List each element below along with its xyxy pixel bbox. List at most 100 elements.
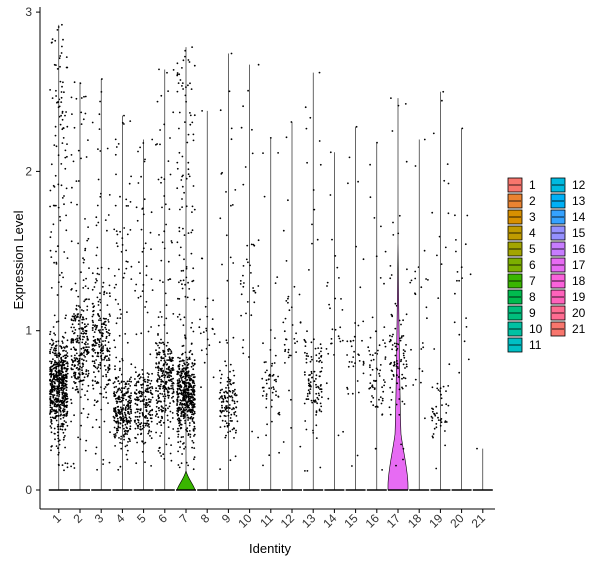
- point-9-62: [227, 431, 230, 434]
- point-19-32: [441, 99, 443, 102]
- point-3-63: [99, 100, 101, 103]
- point-5-76: [151, 393, 154, 395]
- point-4-168: [130, 175, 133, 178]
- legend-label-6: 6: [529, 258, 536, 272]
- point-6-105: [155, 399, 158, 402]
- x-tick-label-21: 21: [469, 511, 489, 531]
- point-17-27: [398, 214, 401, 217]
- point-2-162: [74, 359, 77, 362]
- point-5-238: [137, 396, 139, 399]
- point-6-251: [158, 396, 161, 399]
- point-19-8: [447, 212, 450, 215]
- point-2-265: [87, 413, 90, 416]
- point-4-253: [126, 421, 128, 423]
- point-5-4: [140, 422, 143, 424]
- point-1-575: [62, 380, 65, 383]
- point-13-45: [315, 360, 318, 362]
- point-6-80: [162, 364, 165, 367]
- point-9-147: [229, 382, 232, 385]
- point-7-352: [186, 427, 189, 430]
- point-2-5: [83, 323, 86, 326]
- point-9-29: [219, 369, 221, 372]
- point-5-100: [135, 384, 138, 387]
- point-9-9: [228, 422, 230, 425]
- point-7-27: [178, 298, 181, 300]
- point-7-377: [185, 396, 188, 399]
- point-4-284: [124, 414, 127, 417]
- point-1-584: [63, 395, 66, 398]
- point-6-260: [155, 431, 158, 434]
- point-18-11: [424, 417, 426, 420]
- point-4-318: [118, 409, 121, 412]
- point-3-199: [93, 331, 96, 333]
- point-7-506: [193, 394, 196, 396]
- point-5-38: [142, 422, 145, 425]
- point-3-219: [103, 321, 106, 323]
- point-1-476: [50, 346, 53, 349]
- point-6-277: [157, 369, 160, 372]
- point-4-229: [130, 363, 133, 366]
- point-3-207: [106, 371, 109, 374]
- point-7-278: [178, 466, 181, 469]
- point-7-490: [177, 441, 180, 444]
- point-18-3: [420, 381, 422, 384]
- point-13-11: [307, 398, 310, 400]
- point-7-169: [178, 403, 181, 406]
- point-4-19: [123, 435, 125, 438]
- point-1-299: [56, 29, 59, 31]
- x-tick-label-13: 13: [299, 511, 319, 531]
- point-13-105: [306, 398, 308, 401]
- point-4-56: [130, 399, 133, 402]
- point-3-211: [97, 313, 99, 316]
- point-11-2: [270, 387, 273, 389]
- point-12-18: [287, 351, 290, 354]
- point-1-488: [57, 106, 60, 109]
- point-9-54: [228, 407, 231, 410]
- violin-group-7: [176, 46, 196, 491]
- point-7-457: [183, 442, 185, 444]
- point-1-169: [65, 214, 67, 217]
- point-7-484: [180, 393, 183, 396]
- point-7-235: [192, 428, 195, 431]
- point-3-193: [96, 325, 99, 327]
- point-1-451: [65, 370, 67, 372]
- point-17-4: [395, 365, 398, 367]
- point-17-83: [392, 373, 395, 376]
- point-6-127: [167, 366, 170, 369]
- violin-group-6: [154, 68, 175, 491]
- point-7-545: [180, 270, 183, 272]
- point-6-2: [165, 344, 168, 347]
- point-7-303: [180, 386, 183, 389]
- points-18: [409, 138, 429, 420]
- point-7-555: [187, 393, 190, 396]
- point-15-35: [348, 156, 351, 159]
- point-6-164: [160, 359, 163, 362]
- point-4-87: [113, 275, 116, 277]
- point-1-321: [50, 41, 53, 44]
- point-3-205: [107, 332, 110, 334]
- x-tick-label-12: 12: [278, 511, 298, 531]
- point-11-59: [271, 399, 273, 401]
- violin-group-4: [112, 114, 133, 491]
- point-2-194: [80, 352, 83, 354]
- point-1-404: [54, 412, 56, 415]
- point-3-218: [107, 341, 110, 344]
- point-16-30: [373, 217, 376, 219]
- point-7-585: [185, 408, 188, 411]
- point-2-250: [85, 439, 88, 442]
- point-5-141: [138, 412, 141, 415]
- point-4-189: [123, 272, 126, 275]
- x-tick-label-9: 9: [219, 511, 234, 526]
- point-7-436: [178, 371, 180, 374]
- violin-group-5: [133, 138, 154, 491]
- point-4-35: [119, 195, 121, 198]
- point-6-129: [160, 94, 163, 97]
- point-7-367: [186, 410, 189, 412]
- point-2-117: [70, 402, 73, 405]
- point-1-403: [66, 410, 69, 413]
- point-6-241: [156, 353, 159, 356]
- point-7-361: [191, 400, 194, 403]
- point-2-107: [77, 364, 79, 366]
- point-6-252: [172, 313, 175, 315]
- point-6-39: [158, 409, 161, 412]
